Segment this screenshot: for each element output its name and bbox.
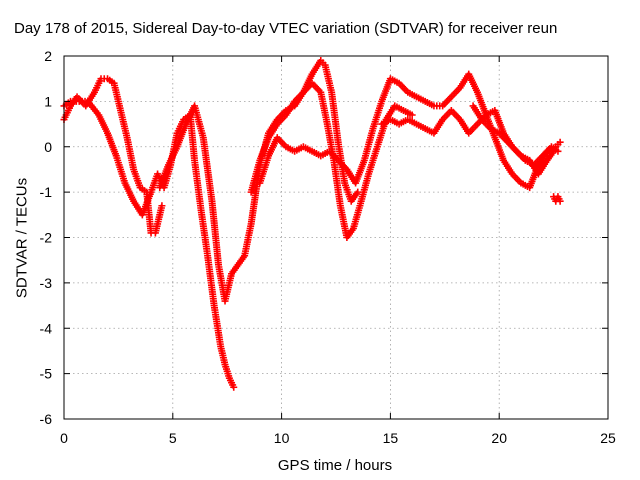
- y-tick-label: -3: [40, 275, 53, 291]
- series-satellite-track-6: [378, 106, 558, 178]
- data-point: [556, 197, 564, 205]
- data-markers: [60, 57, 564, 391]
- x-tick-label: 15: [383, 430, 399, 446]
- x-axis-label: GPS time / hours: [277, 457, 393, 474]
- grid: [64, 56, 608, 419]
- data-point: [230, 383, 238, 391]
- series-satellite-track-8: [550, 193, 564, 205]
- data-point: [554, 147, 562, 155]
- data-point: [354, 188, 362, 196]
- series-satellite-track-2: [60, 75, 166, 237]
- x-tick-label: 25: [600, 430, 616, 446]
- data-point: [158, 202, 166, 210]
- y-tick-label: -4: [40, 320, 53, 336]
- y-tick-label: -6: [40, 411, 53, 427]
- y-axis-label: SDTVAR / TECUs: [13, 177, 31, 299]
- y-tick-label: 2: [44, 48, 52, 64]
- axes: 0 5 10 15 20 25 -6 -5 -4 -3 -2 -1 0 1 2: [40, 48, 616, 446]
- y-tick-label: 0: [44, 139, 52, 155]
- y-tick-label: -5: [40, 366, 53, 382]
- x-tick-label: 0: [60, 430, 68, 446]
- y-tick-label: -2: [40, 230, 53, 246]
- series-satellite-track-7: [469, 102, 562, 169]
- x-tick-label: 10: [274, 430, 290, 446]
- data-point: [408, 111, 416, 119]
- x-tick-label: 20: [491, 430, 507, 446]
- data-point: [556, 138, 564, 146]
- series-satellite-track-4: [247, 79, 416, 241]
- y-tick-label: 1: [44, 93, 52, 109]
- x-tick-label: 5: [169, 430, 177, 446]
- chart-title: Day 178 of 2015, Sidereal Day-to-day VTE…: [14, 20, 558, 37]
- y-tick-label: -1: [40, 184, 53, 200]
- series-satellite-track-1: [60, 97, 238, 391]
